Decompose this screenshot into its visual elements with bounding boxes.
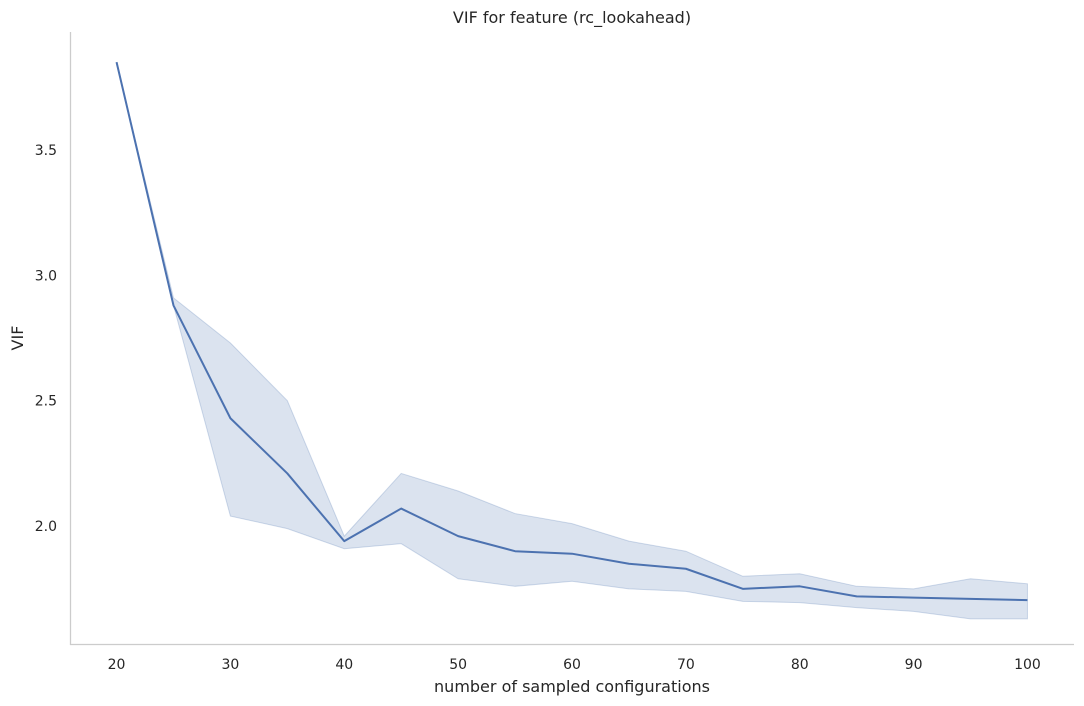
x-tick-label: 100 [1014,657,1041,673]
y-tick-label: 3.0 [35,268,57,284]
y-axis-label: VIF [8,326,27,351]
x-tick-labels: 20 30 40 50 60 70 80 90 100 [108,657,1041,673]
plot-area [115,61,1028,620]
x-tick-label: 80 [791,657,809,673]
chart-title: VIF for feature (rc_lookahead) [453,8,691,28]
x-tick-label: 70 [677,657,695,673]
x-tick-label: 20 [108,657,126,673]
series-line [115,61,1028,602]
y-tick-label: 2.5 [35,394,57,410]
x-tick-label: 50 [449,657,467,673]
x-tick-label: 90 [905,657,923,673]
x-tick-label: 30 [221,657,239,673]
confidence-band [116,61,1028,620]
y-tick-label: 3.5 [35,143,57,159]
x-axis-label: number of sampled configurations [434,677,710,696]
y-tick-label: 2.0 [35,519,57,535]
x-tick-label: 60 [563,657,581,673]
confidence-band-layer [116,61,1028,620]
x-tick-label: 40 [335,657,353,673]
series-line-layer [115,61,1028,602]
y-tick-labels: 2.0 2.5 3.0 3.5 [35,143,57,535]
